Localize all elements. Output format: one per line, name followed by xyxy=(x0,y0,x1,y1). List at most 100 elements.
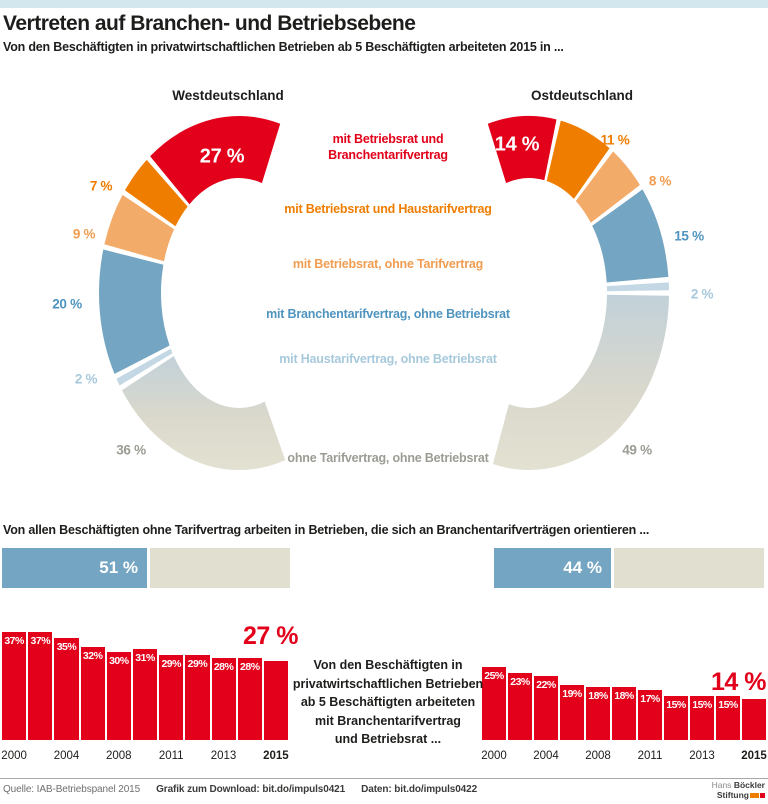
legend-item: mit Betriebsrat und Haustarifvertrag xyxy=(284,202,492,216)
legend-item: mit Branchentarifvertrag, ohne Betriebsr… xyxy=(266,307,510,321)
west-segment-value: 27 % xyxy=(199,145,245,168)
donut-segment xyxy=(150,115,281,205)
timeline-bar: 25% xyxy=(482,667,506,740)
west-split-bar-value: 51 % xyxy=(99,558,138,577)
donut-segment xyxy=(104,194,175,262)
timeline-bar: 22% xyxy=(534,676,558,740)
west-timeline-axis: 2000 2004 2008 2011 2013 2015 xyxy=(1,746,289,762)
timeline-year-tick: 2004 xyxy=(533,750,559,762)
donut-segment xyxy=(487,116,557,184)
timeline-year-tick: 2000 xyxy=(1,750,27,762)
footer-download-link: Grafik zum Download: bit.do/impuls0421 xyxy=(156,784,346,795)
top-accent-band xyxy=(0,0,768,8)
timeline-bar: 29% xyxy=(159,655,184,740)
timeline-bar: 15% xyxy=(690,696,714,740)
timeline-bar-value: 23% xyxy=(510,676,530,688)
logo-text-hans: Hans xyxy=(711,780,732,790)
timeline-bar: 17% xyxy=(638,690,662,740)
west-split-bar: 51 % xyxy=(2,548,290,588)
timeline-bar: 19% xyxy=(560,685,584,740)
timeline-year-tick: 2015 xyxy=(741,750,767,762)
east-segment-value: 2 % xyxy=(690,286,714,302)
hans-boeckler-stiftung-logo: Hans Böckler Stiftung xyxy=(711,780,765,800)
donut-charts xyxy=(99,115,669,471)
logo-red-square xyxy=(760,792,765,798)
west-segment-value: 20 % xyxy=(52,296,82,312)
timeline-note-line: mit Branchentarifvertrag xyxy=(315,713,461,728)
timeline-bar: 18% xyxy=(586,687,610,740)
timeline-year-tick: 2013 xyxy=(689,750,715,762)
timeline-year-tick: 2004 xyxy=(53,750,80,762)
donut-segment xyxy=(575,151,640,223)
east-split-bar-fill: 44 % xyxy=(494,548,611,588)
timeline-bar: 37% xyxy=(2,632,27,740)
timeline-year-tick: 2011 xyxy=(158,750,184,762)
timeline-year-tick: 2013 xyxy=(210,750,237,762)
logo-text-stiftung: Stiftung xyxy=(716,789,749,800)
timeline-bar-value: 32% xyxy=(82,650,103,662)
west-segment-value: 36 % xyxy=(116,442,146,458)
east-segment-value: 49 % xyxy=(622,442,652,458)
timeline-bar xyxy=(742,699,766,740)
west-timeline-bars: 37% 37% 35% 32% 30% 31% 29% 29% 28% 28% xyxy=(2,632,289,740)
east-split-bar-rest xyxy=(614,548,764,588)
east-timeline-chart: 14 % 25% 23% 22% 19% 18% 18% 17% 15% 15% 15% 2000… xyxy=(481,620,767,762)
west-segment-value: 2 % xyxy=(74,371,98,387)
timeline-bar-value: 17% xyxy=(640,693,660,705)
east-segment-value: 8 % xyxy=(648,173,672,189)
timeline-year-tick: 2015 xyxy=(263,750,289,762)
east-timeline-bars: 25% 23% 22% 19% 18% 18% 17% 15% 15% 15% xyxy=(482,667,766,740)
footer: Quelle: IAB-Betriebspanel 2015 Grafik zu… xyxy=(3,784,477,795)
timeline-bar-value: 28% xyxy=(240,661,260,673)
timeline-bar-value: 18% xyxy=(588,690,608,702)
east-split-bar: 44 % xyxy=(494,548,764,588)
timeline-note-line: privatwirtschaftlichen Betrieben xyxy=(292,676,484,691)
timeline-bar: 15% xyxy=(716,696,740,740)
timeline-bar-value: 29% xyxy=(161,658,181,670)
split-bars-heading: Von allen Beschäftigten ohne Tarifvertra… xyxy=(3,523,650,537)
donut-segment xyxy=(122,356,286,471)
west-split-bar-rest xyxy=(150,548,290,588)
timeline-bar-value: 37% xyxy=(30,635,51,647)
timeline-bar: 35% xyxy=(54,638,79,740)
timeline-bar: 32% xyxy=(80,647,105,740)
timeline-year-tick: 2008 xyxy=(106,750,132,762)
donut-segment xyxy=(116,348,173,386)
west-segment-value: 7 % xyxy=(89,178,113,194)
footer-divider xyxy=(0,778,768,779)
east-timeline-axis: 2000 2004 2008 2011 2013 2015 xyxy=(481,746,767,762)
timeline-bar: 29% xyxy=(185,655,210,740)
donut-segment xyxy=(606,282,669,292)
timeline-note-line: und Betriebsrat ... xyxy=(334,732,442,746)
east-segment-value: 15 % xyxy=(674,228,704,244)
west-split-bar-fill: 51 % xyxy=(2,548,147,588)
timeline-bar-value: 31% xyxy=(135,652,155,664)
east-segment-value: 11 % xyxy=(600,132,630,148)
donut-segment xyxy=(125,159,188,227)
logo-orange-square xyxy=(750,792,759,798)
logo-text-boeckler: Böckler xyxy=(733,780,765,790)
timeline-note-line: Von den Beschäftigten in xyxy=(313,658,463,672)
legend-item: mit Haustarifvertrag, ohne Betriebsrat xyxy=(279,352,497,366)
timeline-note: Von den Beschäftigten in privatwirtschaft… xyxy=(293,656,483,749)
timeline-bar-value: 25% xyxy=(484,670,504,682)
timeline-bar: 28% xyxy=(237,658,262,740)
east-split-bar-value: 44 % xyxy=(563,558,602,577)
timeline-bar-value: 30% xyxy=(109,655,129,667)
timeline-year-tick: 2000 xyxy=(481,750,507,762)
west-segment-value: 9 % xyxy=(72,226,96,242)
legend-item: ohne Tarifvertrag, ohne Betriebsrat xyxy=(287,451,489,465)
timeline-bar-value: 19% xyxy=(562,688,582,700)
west-timeline-chart: 27 % 37% 37% 35% 32% 30% 31% 29% 29% 28% 28% 2000… xyxy=(1,620,298,762)
timeline-bar-value: 22% xyxy=(536,679,556,691)
timeline-bar: 30% xyxy=(106,652,131,740)
west-timeline-final-value: 27 % xyxy=(243,622,298,650)
timeline-bar xyxy=(263,661,289,740)
timeline-year-tick: 2011 xyxy=(637,750,663,762)
timeline-bar: 28% xyxy=(211,658,236,740)
page-subtitle: Von den Beschäftigten in privatwirtschaf… xyxy=(3,40,564,54)
timeline-bar-value: 18% xyxy=(614,690,634,702)
east-donut-title: Ostdeutschland xyxy=(530,88,634,103)
legend-item: mit Betriebsrat, ohne Tarifvertrag xyxy=(292,257,484,271)
